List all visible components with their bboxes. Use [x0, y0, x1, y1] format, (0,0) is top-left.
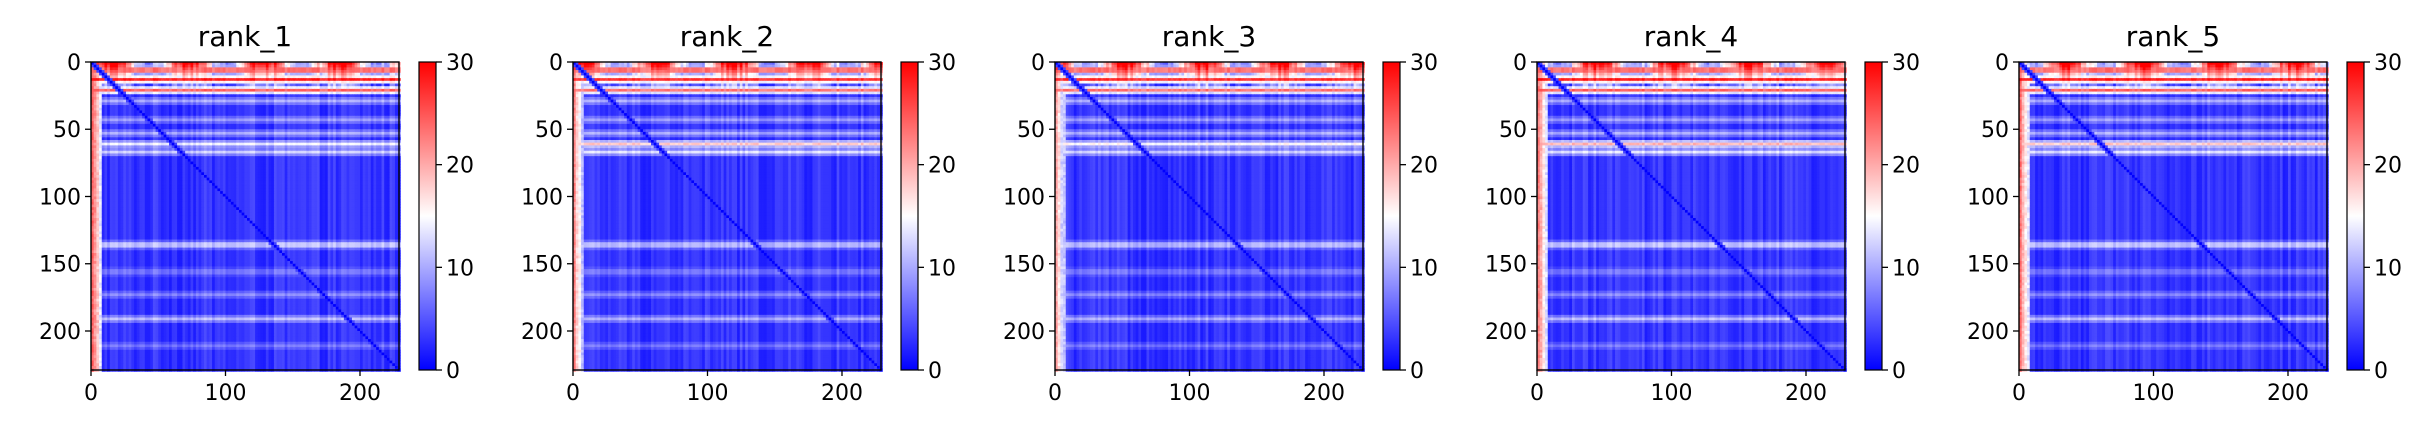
- y-tick-label: 50: [53, 118, 81, 143]
- y-tick-label: 150: [521, 253, 563, 278]
- x-tick-label: 0: [566, 381, 580, 406]
- y-tick-label: 100: [39, 185, 81, 210]
- y-tick-label: 200: [39, 320, 81, 345]
- x-tick-label: 200: [2267, 381, 2309, 406]
- y-tick-label: 0: [549, 51, 563, 76]
- y-tick-label: 50: [1017, 118, 1045, 143]
- colorbar-tick-label: 10: [446, 256, 474, 281]
- chart-panel-3: rank_3 0 100 200 0 50 100 150 200 0 10 20 30: [1003, 20, 1438, 406]
- x-tick-label: 200: [1785, 381, 1827, 406]
- colorbar: [1865, 62, 1882, 370]
- y-tick-label: 50: [1981, 118, 2009, 143]
- chart-title: rank_2: [680, 20, 774, 53]
- colorbar: [419, 62, 436, 370]
- x-tick-label: 100: [204, 381, 246, 406]
- heatmap-cells: [1537, 62, 1847, 372]
- colorbar-tick-label: 30: [928, 51, 956, 76]
- colorbar-tick-label: 10: [1410, 256, 1438, 281]
- y-tick-label: 100: [521, 185, 563, 210]
- x-tick-label: 100: [1168, 381, 1210, 406]
- y-tick-label: 0: [1995, 51, 2009, 76]
- colorbar-tick-label: 10: [1892, 256, 1920, 281]
- colorbar-tick-label: 0: [2374, 359, 2388, 384]
- colorbar-tick-label: 20: [446, 154, 474, 179]
- heatmap-cells: [573, 62, 883, 372]
- x-tick-label: 100: [1650, 381, 1692, 406]
- colorbar-tick-label: 20: [2374, 154, 2402, 179]
- colorbar-tick-label: 10: [2374, 256, 2402, 281]
- x-tick-label: 0: [1048, 381, 1062, 406]
- x-tick-label: 100: [2132, 381, 2174, 406]
- colorbar-tick-label: 20: [928, 154, 956, 179]
- y-tick-label: 200: [1967, 320, 2009, 345]
- y-tick-label: 0: [1031, 51, 1045, 76]
- x-tick-label: 0: [1530, 381, 1544, 406]
- x-tick-label: 100: [686, 381, 728, 406]
- x-tick-label: 0: [2012, 381, 2026, 406]
- chart-title: rank_5: [2126, 20, 2220, 53]
- chart-title: rank_4: [1644, 20, 1738, 53]
- chart-title: rank_1: [198, 20, 292, 53]
- y-tick-label: 0: [1513, 51, 1527, 76]
- colorbar-tick-label: 20: [1410, 154, 1438, 179]
- colorbar-tick-label: 30: [2374, 51, 2402, 76]
- colorbar: [901, 62, 918, 370]
- y-tick-label: 200: [521, 320, 563, 345]
- y-tick-label: 150: [1485, 253, 1527, 278]
- colorbar-tick-label: 30: [1410, 51, 1438, 76]
- y-tick-label: 150: [39, 253, 81, 278]
- colorbar: [2347, 62, 2364, 370]
- x-tick-label: 200: [339, 381, 381, 406]
- heatmap-cells: [2019, 62, 2329, 372]
- x-tick-label: 200: [1303, 381, 1345, 406]
- y-tick-label: 100: [1003, 185, 1045, 210]
- chart-title: rank_3: [1162, 20, 1256, 53]
- colorbar-tick-label: 30: [446, 51, 474, 76]
- heatmap-cells: [1055, 62, 1365, 372]
- colorbar-tick-label: 10: [928, 256, 956, 281]
- chart-panel-5: rank_5 0 100 200 0 50 100 150 200 0 10 20 30: [1967, 20, 2402, 406]
- y-tick-label: 200: [1485, 320, 1527, 345]
- colorbar-tick-label: 20: [1892, 154, 1920, 179]
- colorbar-tick-label: 0: [446, 359, 460, 384]
- chart-panel-2: rank_2 0 100 200 0 50 100 150 200 0 10 20 30: [521, 20, 956, 406]
- x-tick-label: 200: [821, 381, 863, 406]
- chart-panel-1: rank_1 0 100 200 0 50 100 150 200 0 10 20 30: [39, 20, 474, 406]
- colorbar-tick-label: 0: [1410, 359, 1424, 384]
- chart-panel-4: rank_4 0 100 200 0 50 100 150 200 0 10 20 30: [1485, 20, 1920, 406]
- y-tick-label: 0: [67, 51, 81, 76]
- y-tick-label: 100: [1967, 185, 2009, 210]
- y-tick-label: 150: [1003, 253, 1045, 278]
- colorbar-tick-label: 0: [1892, 359, 1906, 384]
- colorbar-tick-label: 0: [928, 359, 942, 384]
- x-tick-label: 0: [84, 381, 98, 406]
- colorbar-tick-label: 30: [1892, 51, 1920, 76]
- y-tick-label: 50: [535, 118, 563, 143]
- y-tick-label: 50: [1499, 118, 1527, 143]
- y-tick-label: 100: [1485, 185, 1527, 210]
- colorbar: [1383, 62, 1400, 370]
- heatmap-cells: [91, 62, 401, 372]
- y-tick-label: 200: [1003, 320, 1045, 345]
- y-tick-label: 150: [1967, 253, 2009, 278]
